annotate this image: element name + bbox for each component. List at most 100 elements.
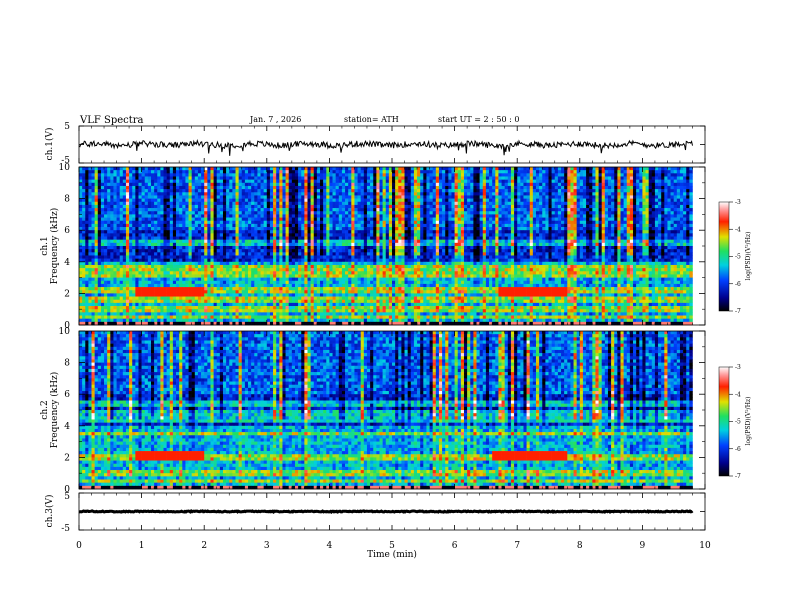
spectrogram-cell	[583, 173, 586, 176]
spectrogram-cell	[539, 195, 542, 198]
spectrogram-cell	[417, 180, 420, 183]
spectrogram-cell	[117, 199, 120, 202]
spectrogram-cell	[129, 192, 132, 195]
spectrogram-cell	[420, 227, 423, 230]
spectrogram-cell	[426, 218, 429, 221]
spectrogram-cell	[386, 173, 389, 176]
spectrogram-cell	[599, 221, 602, 224]
spectrogram-cell	[386, 243, 389, 246]
spectrogram-cell	[289, 214, 292, 217]
spectrogram-cell	[386, 230, 389, 233]
spectrogram-cell	[232, 224, 235, 227]
spectrogram-cell	[336, 211, 339, 214]
spectrogram-cell	[473, 224, 476, 227]
spectrogram-cell	[530, 195, 533, 198]
spectrogram-cell	[523, 183, 526, 186]
spectrogram-cell	[561, 170, 564, 173]
spectrogram-cell	[686, 230, 689, 233]
spectrogram-cell	[248, 214, 251, 217]
spectrogram-cell	[82, 218, 85, 221]
spectrogram-cell	[667, 189, 670, 192]
spectrogram-cell	[451, 186, 454, 189]
spectrogram-cell	[232, 230, 235, 233]
spectrogram-cell	[217, 218, 220, 221]
spectrogram-cell	[95, 224, 98, 227]
spectrogram-cell	[192, 208, 195, 211]
spectrogram-cell	[495, 214, 498, 217]
spectrogram-cell	[326, 192, 329, 195]
spectrogram-cell	[376, 205, 379, 208]
spectrogram-cell	[483, 202, 486, 205]
spectrogram-cell	[608, 227, 611, 230]
spectrogram-cell	[439, 173, 442, 176]
spectrogram-cell	[95, 221, 98, 224]
spectrogram-cell	[533, 211, 536, 214]
spectrogram-cell	[126, 170, 129, 173]
spectrogram-cell	[229, 183, 232, 186]
spectrogram-cell	[142, 202, 145, 205]
spectrogram-cell	[270, 186, 273, 189]
spectrogram-cell	[273, 208, 276, 211]
spectrogram-cell	[530, 240, 533, 243]
spectrogram-cell	[570, 199, 573, 202]
spectrogram-cell	[170, 195, 173, 198]
spectrogram-cell	[633, 199, 636, 202]
spectrogram-cell	[311, 183, 314, 186]
spectrogram-cell	[145, 195, 148, 198]
spectrogram-cell	[348, 192, 351, 195]
spectrogram-cell	[170, 218, 173, 221]
spectrogram-cell	[542, 192, 545, 195]
spectrogram-cell	[580, 180, 583, 183]
spectrogram-cell	[655, 230, 658, 233]
spectrogram-cell	[204, 233, 207, 236]
spectrogram-cell	[486, 233, 489, 236]
spectrogram-cell	[88, 205, 91, 208]
spectrogram-cell	[627, 195, 630, 198]
spectrogram-cell	[405, 218, 408, 221]
spectrogram-cell	[123, 221, 126, 224]
spectrogram-cell	[286, 233, 289, 236]
spectrogram-cell	[405, 189, 408, 192]
spectrogram-cell	[173, 214, 176, 217]
spectrogram-cell	[307, 211, 310, 214]
spectrogram-cell	[351, 195, 354, 198]
spectrogram-cell	[383, 240, 386, 243]
spectrogram-cell	[317, 211, 320, 214]
spectrogram-cell	[570, 170, 573, 173]
spectrogram-cell	[223, 170, 226, 173]
spectrogram-cell	[214, 183, 217, 186]
spectrogram-cell	[173, 218, 176, 221]
spectrogram-cell	[85, 240, 88, 243]
spectrogram-cell	[408, 224, 411, 227]
spectrogram-cell	[636, 227, 639, 230]
spectrogram-cell	[649, 176, 652, 179]
spectrogram-cell	[558, 243, 561, 246]
spectrogram-cell	[686, 170, 689, 173]
spectrogram-cell	[480, 167, 483, 170]
spectrogram-cell	[326, 230, 329, 233]
spectrogram-cell	[649, 205, 652, 208]
spectrogram-cell	[282, 189, 285, 192]
spectrogram-cell	[185, 214, 188, 217]
spectrogram-cell	[658, 237, 661, 240]
spectrogram-cell	[123, 240, 126, 243]
spectrogram-cell	[486, 170, 489, 173]
spectrogram-cell	[329, 224, 332, 227]
spectrogram-cell	[129, 167, 132, 170]
spectrogram-cell	[517, 208, 520, 211]
spectrogram-cell	[135, 230, 138, 233]
spectrogram-cell	[195, 189, 198, 192]
spectrogram-cell	[301, 227, 304, 230]
spectrogram-cell	[398, 224, 401, 227]
spectrogram-cell	[185, 195, 188, 198]
spectrogram-cell	[455, 183, 458, 186]
spectrogram-cell	[317, 227, 320, 230]
spectrogram-cell	[129, 186, 132, 189]
spectrogram-cell	[261, 173, 264, 176]
spectrogram-cell	[298, 218, 301, 221]
spectrogram-cell	[289, 221, 292, 224]
spectrogram-cell	[577, 218, 580, 221]
spectrogram-cell	[92, 180, 95, 183]
spectrogram-cell	[361, 227, 364, 230]
spectrogram-cell	[570, 195, 573, 198]
